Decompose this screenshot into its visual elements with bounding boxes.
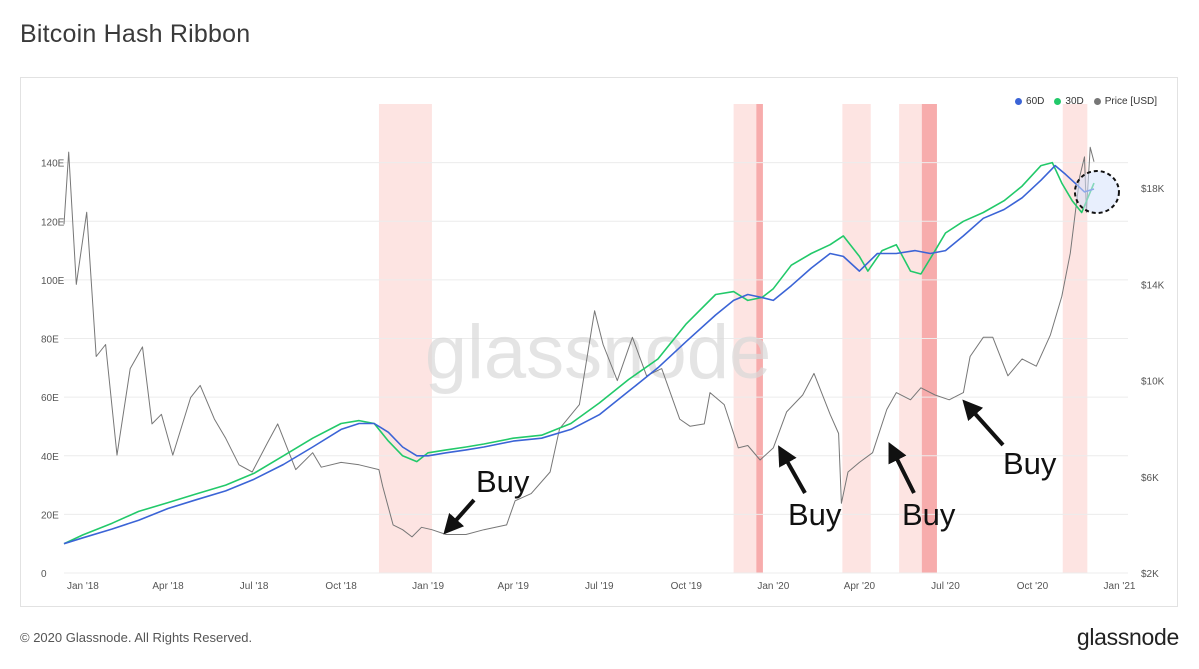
footer-copyright: © 2020 Glassnode. All Rights Reserved. xyxy=(20,630,253,645)
legend-dot-icon xyxy=(1093,98,1101,105)
buy-arrow xyxy=(888,442,916,494)
y-left-tick-label: 140E xyxy=(41,159,65,170)
x-tick-label: Oct '18 xyxy=(325,581,357,592)
y-left-tick-label: 0 xyxy=(41,569,47,580)
x-tick-label: Jan '20 xyxy=(757,581,789,592)
page-title: Bitcoin Hash Ribbon xyxy=(20,20,251,48)
x-tick-label: Jul '18 xyxy=(240,581,269,592)
x-tick-label: Apr '20 xyxy=(844,581,876,592)
y-left-tick-label: 120E xyxy=(41,217,65,228)
buy-annotation: Buy xyxy=(1003,446,1057,481)
x-tick-label: Jul '20 xyxy=(931,581,960,592)
x-tick-label: Oct '19 xyxy=(671,581,703,592)
legend-dot-icon xyxy=(1054,98,1062,105)
series-line-60d xyxy=(63,164,1095,545)
y-left-tick-label: 80E xyxy=(41,335,59,346)
series-line-30d xyxy=(63,161,1095,545)
y-right-tick-label: $14K xyxy=(1141,280,1165,291)
y-right-tick-label: $6K xyxy=(1141,473,1159,484)
x-tick-label: Oct '20 xyxy=(1017,581,1049,592)
y-left-tick-label: 100E xyxy=(41,276,65,287)
footer-logo: glassnode xyxy=(1076,624,1179,650)
buy-annotation: Buy xyxy=(788,497,842,532)
y-right-tick-label: $10K xyxy=(1141,377,1165,388)
legend-item[interactable]: Price [USD] xyxy=(1093,96,1157,107)
legend-item[interactable]: 60D xyxy=(1015,96,1044,107)
x-tick-label: Apr '19 xyxy=(498,581,530,592)
y-left-tick-label: 20E xyxy=(41,510,59,521)
x-tick-label: Jan '19 xyxy=(412,581,444,592)
buy-arrow xyxy=(962,399,1005,447)
y-right-tick-label: $2K xyxy=(1141,569,1159,580)
highlight-circle xyxy=(1073,170,1120,215)
legend-label: Price [USD] xyxy=(1104,96,1157,107)
buy-annotation: Buy xyxy=(902,497,956,532)
y-left-tick-label: 40E xyxy=(41,452,59,463)
legend-label: 60D xyxy=(1026,96,1045,107)
series-line-price-usd xyxy=(63,146,1095,538)
chart-legend: 60D 30D Price [USD] xyxy=(1015,96,1157,107)
x-tick-label: Jul '19 xyxy=(585,581,614,592)
buy-arrow xyxy=(443,498,476,535)
legend-dot-icon xyxy=(1015,98,1023,105)
buy-annotation: Buy xyxy=(476,464,530,499)
buy-arrow xyxy=(778,445,807,494)
x-tick-label: Apr '18 xyxy=(152,581,184,592)
x-tick-label: Jan '21 xyxy=(1104,581,1136,592)
y-left-tick-label: 60E xyxy=(41,393,59,404)
legend-item[interactable]: 30D xyxy=(1054,96,1084,107)
x-tick-label: Jan '18 xyxy=(67,581,99,592)
y-right-tick-label: $18K xyxy=(1141,184,1165,195)
chart-frame xyxy=(20,77,1178,607)
legend-label: 30D xyxy=(1065,96,1084,107)
